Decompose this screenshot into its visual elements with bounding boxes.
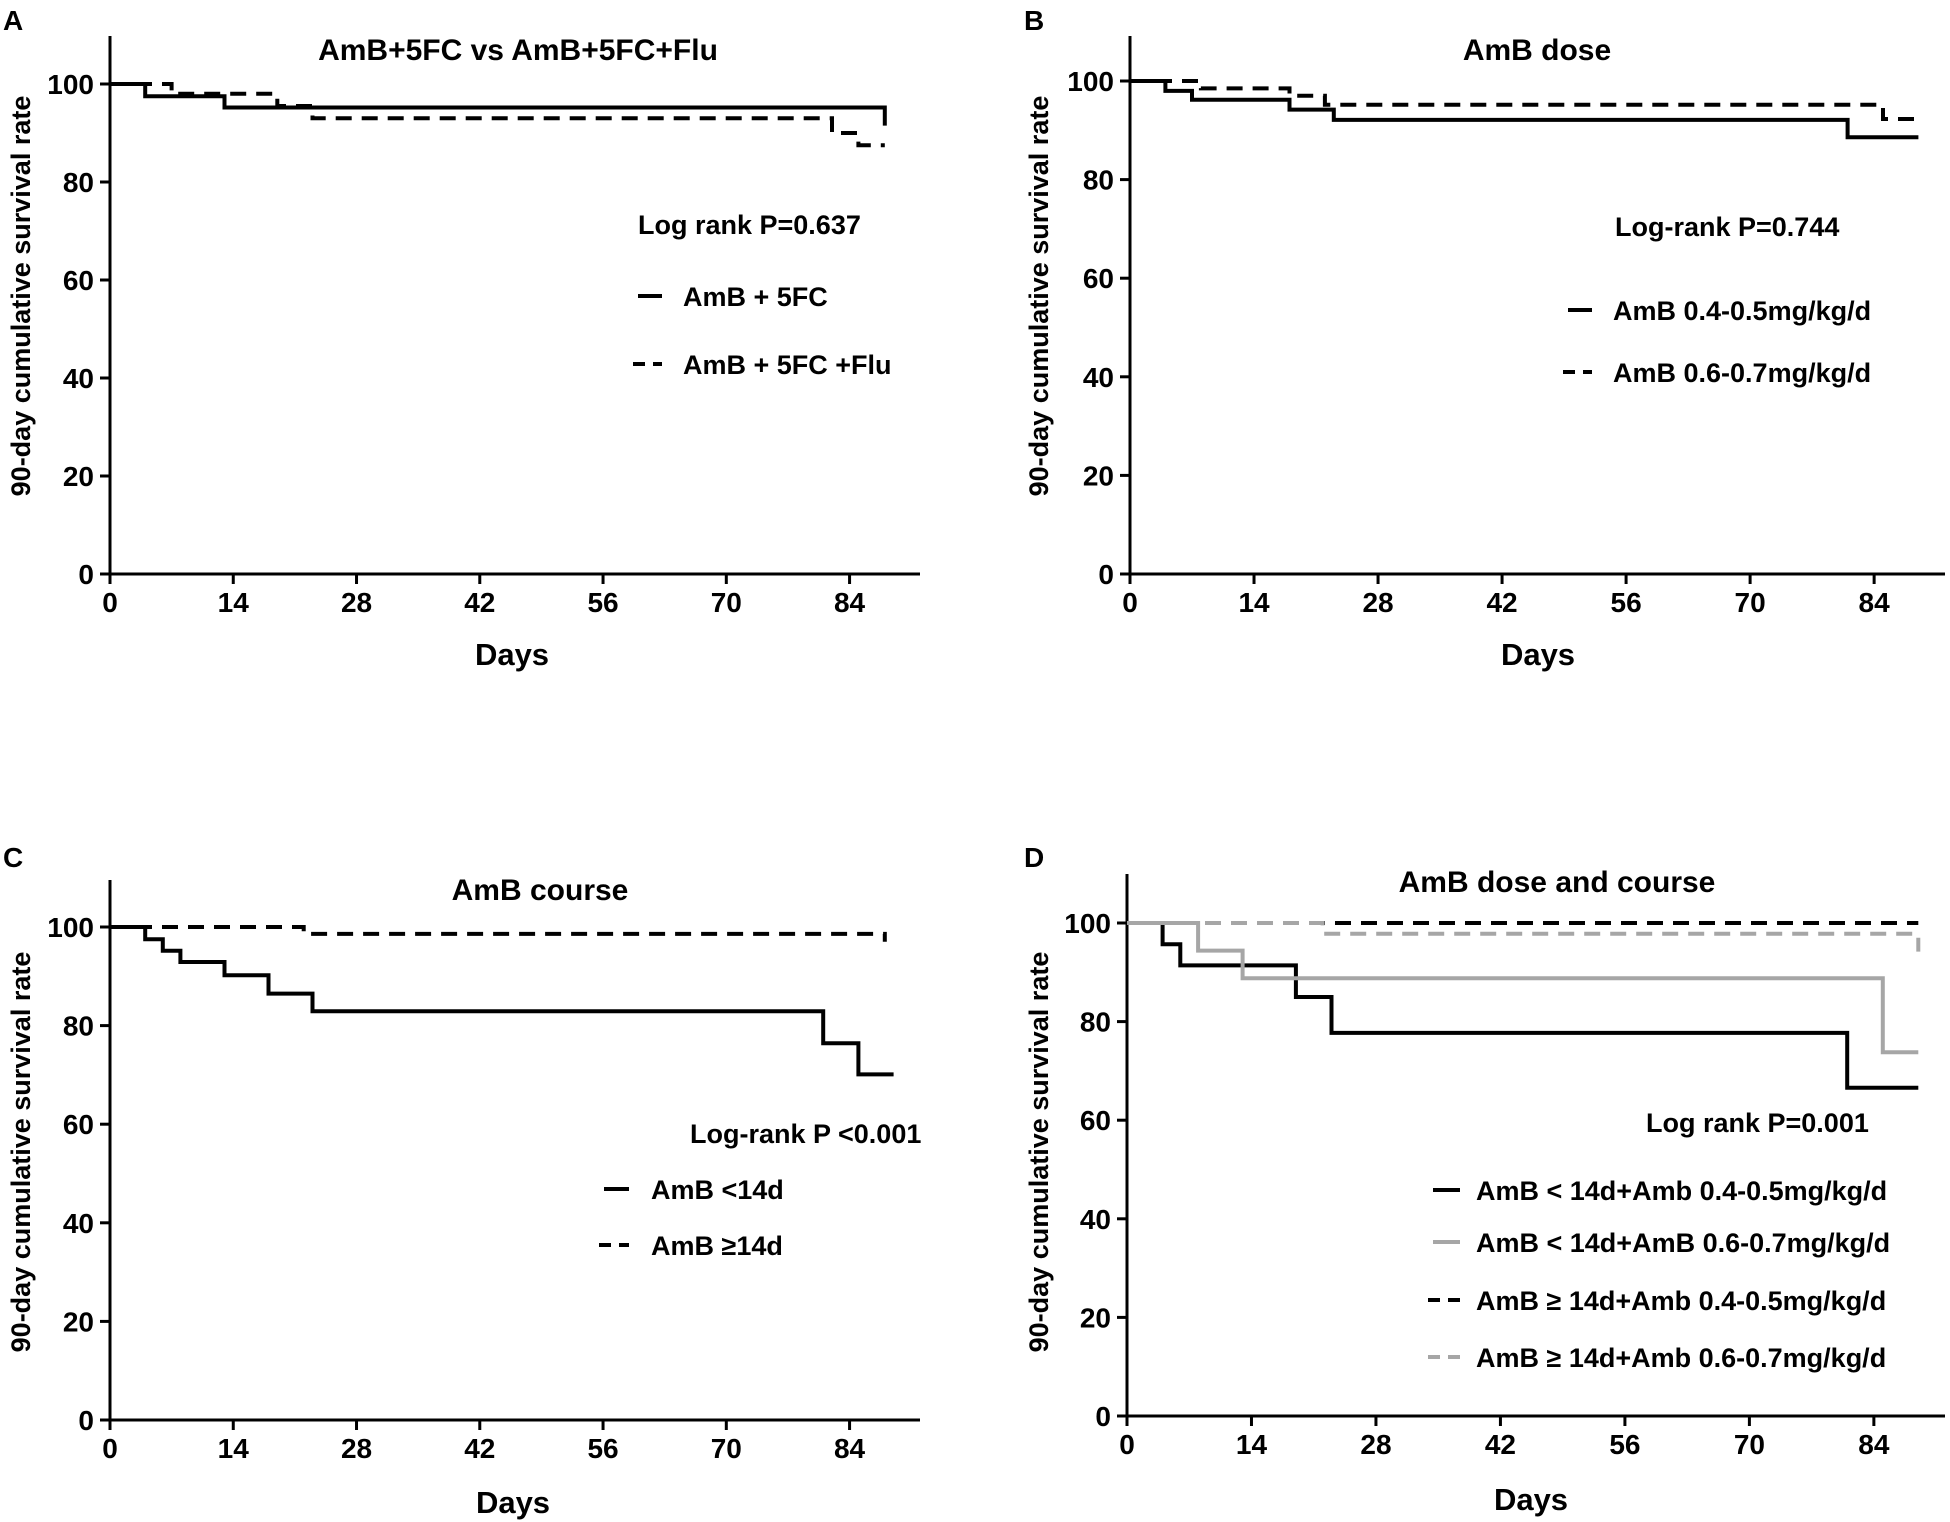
x-tick-label: 14 bbox=[218, 1433, 250, 1464]
y-tick-label: 100 bbox=[1064, 908, 1111, 939]
x-tick-label: 28 bbox=[341, 587, 372, 618]
legend-label-1: AmB 0.4-0.5mg/kg/d bbox=[1613, 296, 1871, 326]
x-axis-label: Days bbox=[476, 1485, 550, 1520]
y-tick-label: 0 bbox=[1095, 1401, 1111, 1432]
legend-label-1: AmB < 14d+Amb 0.4-0.5mg/kg/d bbox=[1476, 1176, 1887, 1206]
series-line-1 bbox=[110, 82, 887, 126]
x-tick-label: 0 bbox=[102, 1433, 118, 1464]
chart-title: AmB+5FC vs AmB+5FC+Flu bbox=[318, 34, 718, 67]
chart-panel-b: B AmB dose 0 20 40 60 80 100 0 14 28 42 56 70 84 Days 90… bbox=[1024, 5, 1945, 672]
x-tick-label: 42 bbox=[1485, 1429, 1516, 1460]
y-tick-label: 60 bbox=[63, 1109, 94, 1140]
x-tick-label: 70 bbox=[711, 1433, 742, 1464]
panel-label: A bbox=[3, 5, 23, 36]
x-tick-label: 14 bbox=[1238, 587, 1270, 618]
x-tick-label: 84 bbox=[1858, 1429, 1890, 1460]
x-tick-label: 56 bbox=[1611, 587, 1642, 618]
y-tick-label: 40 bbox=[63, 1208, 94, 1239]
y-tick-label: 0 bbox=[78, 1405, 94, 1436]
x-tick-label: 28 bbox=[1362, 587, 1393, 618]
x-tick-label: 84 bbox=[834, 587, 866, 618]
y-tick-label: 40 bbox=[1083, 362, 1114, 393]
legend-label-2: AmB + 5FC +Flu bbox=[683, 350, 892, 380]
x-tick-label: 28 bbox=[1360, 1429, 1391, 1460]
y-tick-label: 0 bbox=[1098, 559, 1114, 590]
series-line-2 bbox=[110, 82, 885, 148]
x-tick-label: 56 bbox=[587, 587, 618, 618]
y-tick-label: 0 bbox=[78, 559, 94, 590]
y-tick-label: 20 bbox=[1080, 1302, 1111, 1333]
x-tick-label: 56 bbox=[587, 1433, 618, 1464]
chart-title: AmB dose bbox=[1463, 34, 1611, 67]
series-line-4 bbox=[1127, 921, 1921, 952]
x-tick-label: 0 bbox=[1119, 1429, 1135, 1460]
y-tick-label: 60 bbox=[63, 265, 94, 296]
chart-title: AmB dose and course bbox=[1399, 866, 1716, 899]
series-line-2 bbox=[1127, 921, 1919, 1055]
series-line-1 bbox=[1127, 921, 1919, 1090]
log-rank-text: Log-rank P <0.001 bbox=[690, 1119, 921, 1149]
y-tick-label: 40 bbox=[63, 363, 94, 394]
chart-title: AmB course bbox=[452, 874, 629, 907]
chart-panel-a: A AmB+5FC vs AmB+5FC+Flu 0 20 40 60 80 100 0 14 28… bbox=[3, 5, 920, 672]
y-tick-label: 20 bbox=[1083, 460, 1114, 491]
legend-label-1: AmB + 5FC bbox=[683, 282, 828, 312]
y-tick-label: 60 bbox=[1083, 263, 1114, 294]
x-axis-label: Days bbox=[1501, 637, 1575, 672]
panel-label: B bbox=[1024, 5, 1044, 36]
series-line-1 bbox=[110, 925, 894, 1077]
x-axis-label: Days bbox=[1494, 1482, 1568, 1517]
y-tick-label: 20 bbox=[63, 1306, 94, 1337]
chart-panel-d: D AmB dose and course 0 20 40 60 80 100 0 14 28 42 5… bbox=[1024, 842, 1945, 1517]
x-tick-label: 14 bbox=[1236, 1429, 1268, 1460]
y-axis-label: 90-day cumulative survival rate bbox=[6, 96, 36, 497]
y-tick-label: 100 bbox=[47, 912, 94, 943]
y-tick-label: 100 bbox=[47, 69, 94, 100]
y-tick-label: 100 bbox=[1067, 66, 1114, 97]
y-tick-label: 60 bbox=[1080, 1105, 1111, 1136]
legend-label-4: AmB ≥ 14d+Amb 0.6-0.7mg/kg/d bbox=[1476, 1343, 1886, 1373]
y-axis-label: 90-day cumulative survival rate bbox=[1024, 952, 1054, 1353]
legend-label-2: AmB ≥14d bbox=[651, 1231, 783, 1261]
y-tick-label: 20 bbox=[63, 461, 94, 492]
y-tick-label: 80 bbox=[63, 167, 94, 198]
series-line-2 bbox=[1130, 79, 1919, 121]
x-tick-label: 84 bbox=[1859, 587, 1891, 618]
x-tick-label: 84 bbox=[834, 1433, 866, 1464]
legend-label-1: AmB <14d bbox=[651, 1175, 784, 1205]
x-tick-label: 70 bbox=[1735, 587, 1766, 618]
y-tick-label: 80 bbox=[63, 1011, 94, 1042]
x-tick-label: 42 bbox=[464, 1433, 495, 1464]
y-tick-label: 40 bbox=[1080, 1204, 1111, 1235]
x-tick-label: 42 bbox=[1486, 587, 1517, 618]
legend-label-2: AmB < 14d+AmB 0.6-0.7mg/kg/d bbox=[1476, 1228, 1890, 1258]
x-tick-label: 70 bbox=[1734, 1429, 1765, 1460]
series-line-2 bbox=[110, 925, 887, 942]
legend-label-2: AmB 0.6-0.7mg/kg/d bbox=[1613, 358, 1871, 388]
chart-panel-c: C AmB course 0 20 40 60 80 100 0 14 28 42 56 70 84 Days… bbox=[3, 842, 921, 1520]
y-axis-label: 90-day cumulative survival rate bbox=[6, 952, 36, 1353]
y-tick-label: 80 bbox=[1080, 1007, 1111, 1038]
y-tick-label: 80 bbox=[1083, 165, 1114, 196]
log-rank-text: Log rank P=0.001 bbox=[1646, 1108, 1869, 1138]
series-line-1 bbox=[1130, 79, 1919, 140]
log-rank-text: Log rank P=0.637 bbox=[638, 210, 861, 240]
legend-label-3: AmB ≥ 14d+Amb 0.4-0.5mg/kg/d bbox=[1476, 1286, 1886, 1316]
x-tick-label: 0 bbox=[102, 587, 118, 618]
log-rank-text: Log-rank P=0.744 bbox=[1615, 212, 1839, 242]
x-tick-label: 70 bbox=[711, 587, 742, 618]
x-tick-label: 0 bbox=[1122, 587, 1138, 618]
x-tick-label: 14 bbox=[218, 587, 250, 618]
x-tick-label: 42 bbox=[464, 587, 495, 618]
x-tick-label: 28 bbox=[341, 1433, 372, 1464]
y-axis-label: 90-day cumulative survival rate bbox=[1024, 96, 1054, 497]
x-tick-label: 56 bbox=[1609, 1429, 1640, 1460]
panel-label: D bbox=[1024, 842, 1044, 873]
panel-label: C bbox=[3, 842, 23, 873]
x-axis-label: Days bbox=[475, 637, 549, 672]
